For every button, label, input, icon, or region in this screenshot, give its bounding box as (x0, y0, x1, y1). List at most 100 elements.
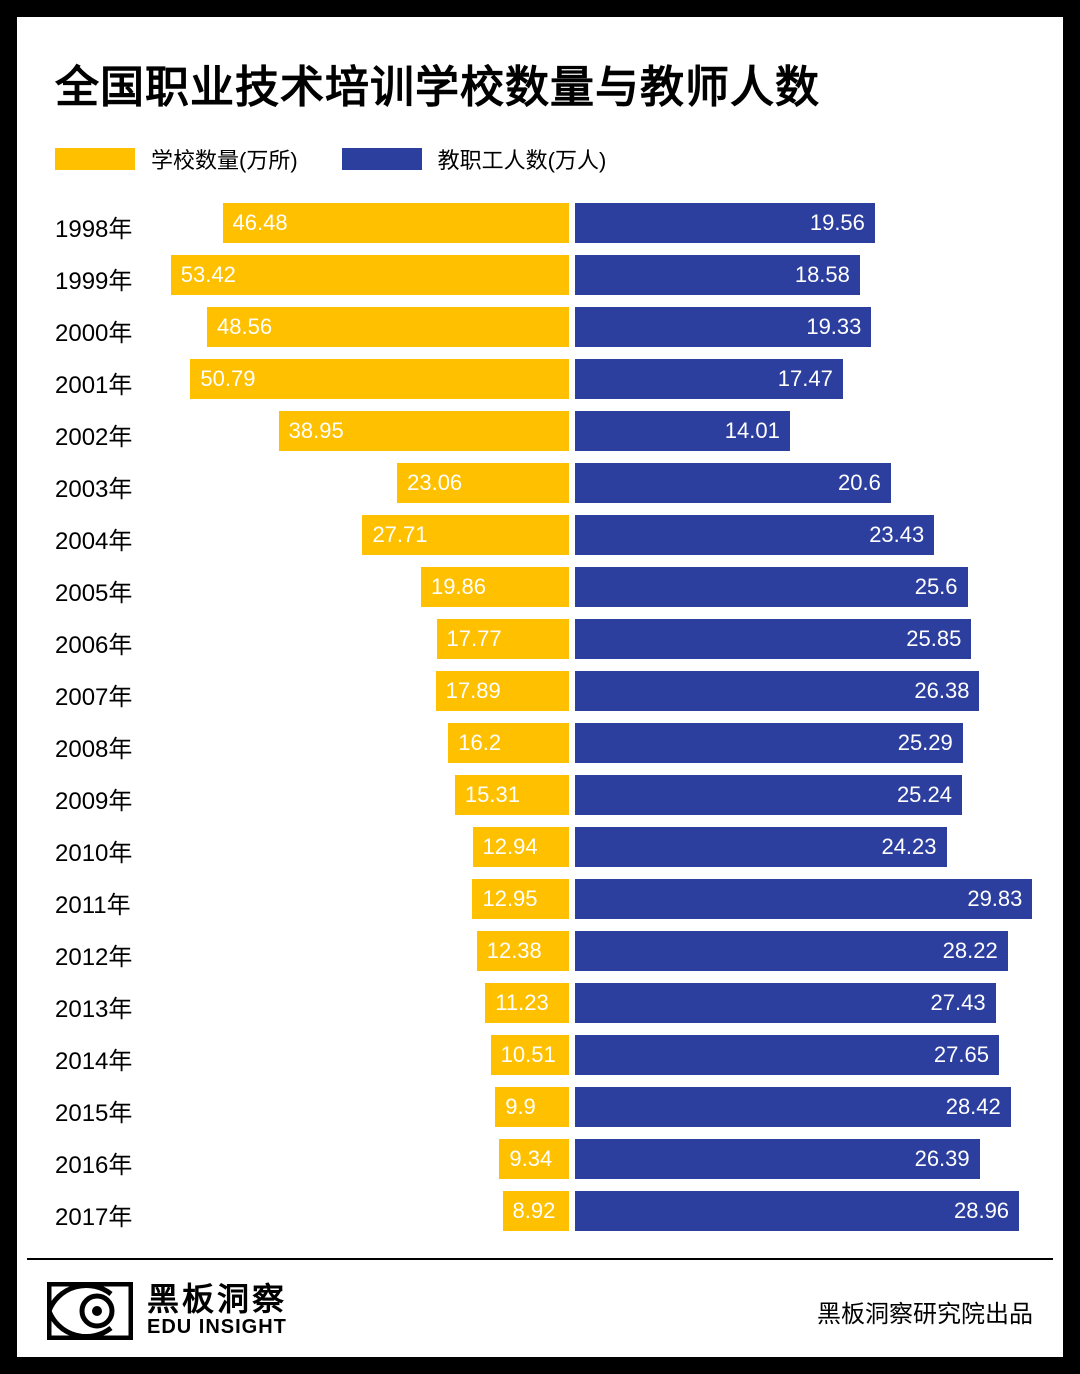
teachers-value: 25.6 (915, 574, 958, 600)
right-bar-cell: 25.85 (575, 619, 1035, 666)
right-bar-cell: 23.43 (575, 515, 1035, 562)
chart-row: 2014年10.5127.65 (55, 1035, 1035, 1082)
teachers-value: 26.38 (914, 678, 969, 704)
right-bar-cell: 29.83 (575, 879, 1035, 926)
chart-row: 2017年8.9228.96 (55, 1191, 1035, 1238)
chart-row: 2013年 11.23 27.43 (55, 983, 1035, 1030)
year-label: 2013年 (55, 989, 159, 1024)
teachers-bar: 28.96 (575, 1191, 1019, 1231)
teachers-bar: 25.24 (575, 775, 962, 815)
teachers-bar: 29.83 (575, 879, 1032, 919)
schools-value: 11.23 (495, 990, 548, 1016)
schools-value: 12.38 (487, 938, 542, 964)
left-bar-cell: 12.38 (159, 931, 569, 978)
chart-row: 2011年12.9529.83 (55, 879, 1035, 926)
schools-bar: 12.95 (472, 879, 569, 919)
chart-row: 1998年46.4819.56 (55, 203, 1035, 250)
left-bar-cell: 9.9 (159, 1087, 569, 1134)
teachers-bar: 23.43 (575, 515, 934, 555)
legend-swatch-schools (55, 148, 135, 170)
right-bar-cell: 28.42 (575, 1087, 1035, 1134)
left-bar-cell: 15.31 (159, 775, 569, 822)
content-area: 全国职业技术培训学校数量与教师人数 学校数量(万所) 教职工人数(万人) 199… (17, 17, 1063, 1238)
schools-value: 12.95 (482, 886, 537, 912)
year-label: 2000年 (55, 313, 159, 348)
teachers-bar: 25.6 (575, 567, 968, 607)
schools-value: 38.95 (289, 418, 344, 444)
schools-bar: 38.95 (279, 411, 569, 451)
left-bar-cell: 38.95 (159, 411, 569, 458)
left-bar-cell: 16.2 (159, 723, 569, 770)
eye-icon (47, 1282, 133, 1340)
brand-text: 黑板洞察 EDU INSIGHT (147, 1283, 287, 1340)
right-bar-cell: 28.96 (575, 1191, 1035, 1238)
credit-text: 黑板洞察研究院出品 (817, 1294, 1033, 1329)
chart-row: 2003年23.0620.6 (55, 463, 1035, 510)
chart-row: 2004年27.7123.43 (55, 515, 1035, 562)
right-bar-cell: 19.33 (575, 307, 1035, 354)
chart-row: 2000年 48.5619.33 (55, 307, 1035, 354)
schools-value: 15.31 (465, 782, 520, 808)
schools-bar: 50.79 (190, 359, 569, 399)
left-bar-cell: 11.23 (159, 983, 569, 1030)
teachers-bar: 27.43 (575, 983, 996, 1023)
teachers-value: 23.43 (869, 522, 924, 548)
right-bar-cell: 28.22 (575, 931, 1035, 978)
year-label: 2001年 (55, 365, 159, 400)
teachers-value: 20.6 (838, 470, 881, 496)
teachers-value: 24.23 (881, 834, 936, 860)
teachers-bar: 14.01 (575, 411, 790, 451)
brand-name-en: EDU INSIGHT (147, 1316, 287, 1339)
year-label: 2007年 (55, 677, 159, 712)
right-bar-cell: 25.6 (575, 567, 1035, 614)
schools-bar: 10.51 (491, 1035, 569, 1075)
schools-value: 19.86 (431, 574, 486, 600)
left-bar-cell: 50.79 (159, 359, 569, 406)
teachers-bar: 19.33 (575, 307, 871, 347)
schools-bar: 53.42 (171, 255, 569, 295)
teachers-bar: 27.65 (575, 1035, 999, 1075)
teachers-value: 18.58 (795, 262, 850, 288)
left-bar-cell: 10.51 (159, 1035, 569, 1082)
year-label: 2008年 (55, 729, 159, 764)
chart-row: 2012年12.3828.22 (55, 931, 1035, 978)
footer: 黑板洞察 EDU INSIGHT 黑板洞察研究院出品 (17, 1260, 1063, 1340)
teachers-bar: 20.6 (575, 463, 891, 503)
right-bar-cell: 19.56 (575, 203, 1035, 250)
right-bar-cell: 14.01 (575, 411, 1035, 458)
schools-bar: 15.31 (455, 775, 569, 815)
teachers-value: 28.96 (954, 1198, 1009, 1224)
schools-bar: 48.56 (207, 307, 569, 347)
schools-bar: 8.92 (503, 1191, 569, 1231)
schools-bar: 12.38 (477, 931, 569, 971)
schools-bar: 17.89 (436, 671, 569, 711)
schools-value: 17.77 (447, 626, 502, 652)
schools-bar: 16.2 (448, 723, 569, 763)
left-bar-cell: 8.92 (159, 1191, 569, 1238)
chart-row: 2010年12.9424.23 (55, 827, 1035, 874)
teachers-bar: 26.39 (575, 1139, 980, 1179)
schools-bar: 9.34 (499, 1139, 569, 1179)
teachers-value: 25.24 (897, 782, 952, 808)
teachers-value: 29.83 (967, 886, 1022, 912)
diverging-bar-chart: 1998年46.4819.561999年53.4218.582000年48.56… (55, 203, 1035, 1238)
schools-bar: 27.71 (362, 515, 569, 555)
teachers-value: 25.29 (898, 730, 953, 756)
teachers-value: 14.01 (725, 418, 780, 444)
chart-row: 2002年38.9514.01 (55, 411, 1035, 458)
right-bar-cell: 26.39 (575, 1139, 1035, 1186)
legend-swatch-teachers (342, 148, 422, 170)
schools-value: 9.34 (509, 1146, 552, 1172)
legend-label-schools: 学校数量(万所) (151, 143, 298, 175)
chart-title: 全国职业技术培训学校数量与教师人数 (55, 51, 1035, 115)
teachers-bar: 24.23 (575, 827, 947, 867)
teachers-bar: 28.22 (575, 931, 1008, 971)
schools-bar: 19.86 (421, 567, 569, 607)
year-label: 2003年 (55, 469, 159, 504)
legend-item-teachers: 教职工人数(万人) (342, 143, 607, 175)
schools-value: 50.79 (200, 366, 255, 392)
legend-label-teachers: 教职工人数(万人) (438, 143, 607, 175)
schools-bar: 9.9 (495, 1087, 569, 1127)
right-bar-cell: 24.23 (575, 827, 1035, 874)
right-bar-cell: 27.43 (575, 983, 1035, 1030)
